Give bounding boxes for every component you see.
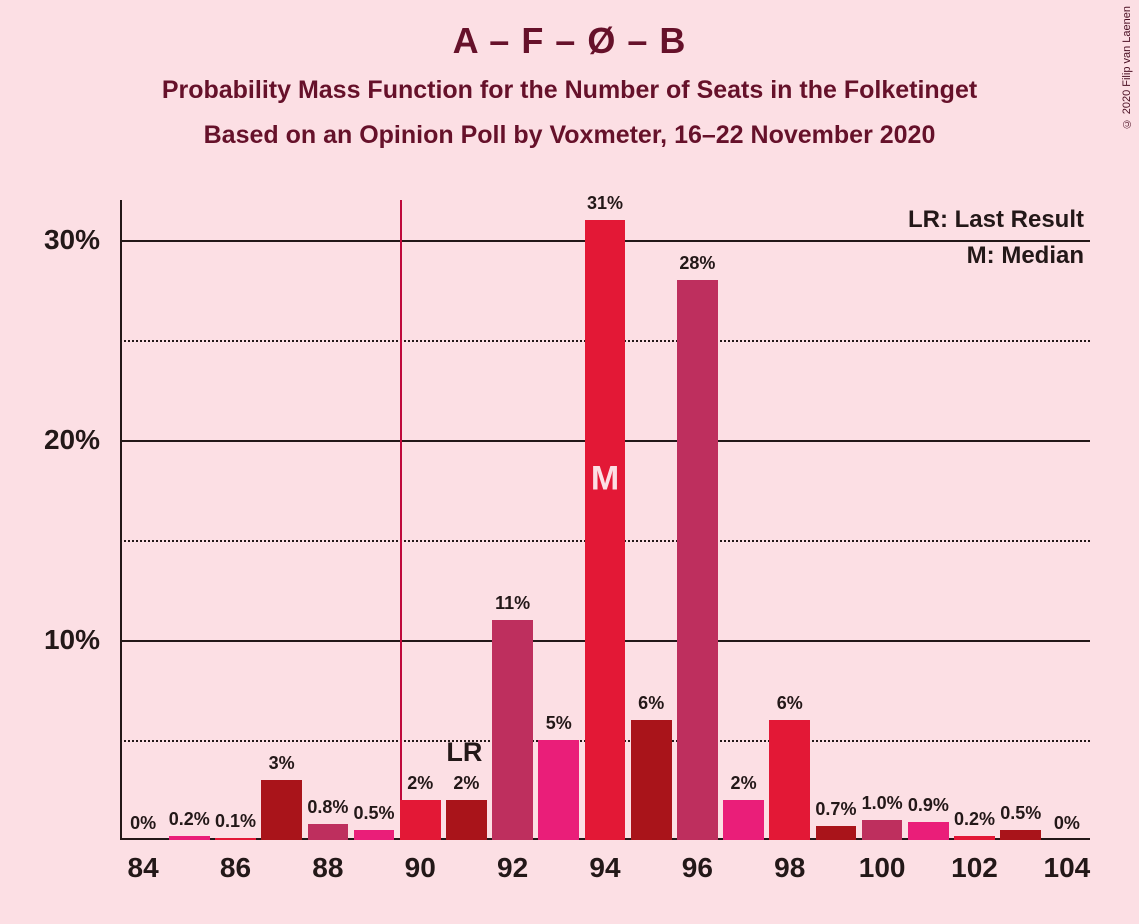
chart-subtitle-2: Based on an Opinion Poll by Voxmeter, 16… <box>0 121 1139 150</box>
x-tick-label: 94 <box>589 852 620 884</box>
median-marker: M <box>591 459 619 498</box>
bar-label: 2% <box>453 773 479 794</box>
bar <box>723 800 764 840</box>
copyright-text: © 2020 Filip van Laenen <box>1121 6 1133 129</box>
bar-label: 1.0% <box>862 793 903 814</box>
x-tick-label: 100 <box>859 852 906 884</box>
bar-label: 2% <box>731 773 757 794</box>
y-tick-label: 30% <box>0 224 100 256</box>
x-tick-label: 90 <box>405 852 436 884</box>
bar-label: 31% <box>587 193 623 214</box>
bar-label: 2% <box>407 773 433 794</box>
bar-label: 0.7% <box>815 799 856 820</box>
bar <box>816 826 857 840</box>
bar <box>400 800 441 840</box>
bar-label: 28% <box>679 253 715 274</box>
bar-label: 0.5% <box>1000 803 1041 824</box>
bar <box>354 830 395 840</box>
x-tick-label: 104 <box>1044 852 1091 884</box>
bar-label: 0.9% <box>908 795 949 816</box>
bar <box>538 740 579 840</box>
lr-line <box>400 200 402 840</box>
bar-label: 0.5% <box>354 803 395 824</box>
bar <box>862 820 903 840</box>
bar <box>954 836 995 840</box>
x-tick-label: 84 <box>128 852 159 884</box>
bar <box>585 220 626 840</box>
bar <box>215 838 256 840</box>
bar-label: 6% <box>777 693 803 714</box>
chart-title: A – F – Ø – B <box>0 20 1139 62</box>
bar <box>261 780 302 840</box>
bar <box>769 720 810 840</box>
legend-median: M: Median <box>908 242 1084 270</box>
bar <box>677 280 718 840</box>
bar-label: 0.2% <box>954 809 995 830</box>
bar-label: 0% <box>1054 813 1080 834</box>
x-tick-label: 92 <box>497 852 528 884</box>
y-tick-label: 20% <box>0 424 100 456</box>
bar <box>308 824 349 840</box>
x-tick-label: 102 <box>951 852 998 884</box>
lr-marker: LR <box>446 737 482 768</box>
bar <box>169 836 210 840</box>
x-tick-label: 96 <box>682 852 713 884</box>
bar-label: 0.8% <box>307 797 348 818</box>
bar <box>631 720 672 840</box>
x-tick-label: 98 <box>774 852 805 884</box>
bar-label: 0.2% <box>169 809 210 830</box>
legend-lr: LR: Last Result <box>908 206 1084 234</box>
bar <box>492 620 533 840</box>
bar-label: 0% <box>130 813 156 834</box>
chart-subtitle-1: Probability Mass Function for the Number… <box>0 76 1139 105</box>
bar-label: 0.1% <box>215 811 256 832</box>
bar-label: 3% <box>269 753 295 774</box>
x-tick-label: 86 <box>220 852 251 884</box>
chart-legend: LR: Last Result M: Median <box>908 206 1084 278</box>
bar-label: 11% <box>495 593 530 614</box>
bar-label: 6% <box>638 693 664 714</box>
chart-plot-area: 10%20%30%84868890929496981001021040%0.2%… <box>120 200 1090 840</box>
bar <box>908 822 949 840</box>
bar <box>446 800 487 840</box>
y-tick-label: 10% <box>0 624 100 656</box>
bar-label: 5% <box>546 713 572 734</box>
x-tick-label: 88 <box>312 852 343 884</box>
bar <box>1000 830 1041 840</box>
